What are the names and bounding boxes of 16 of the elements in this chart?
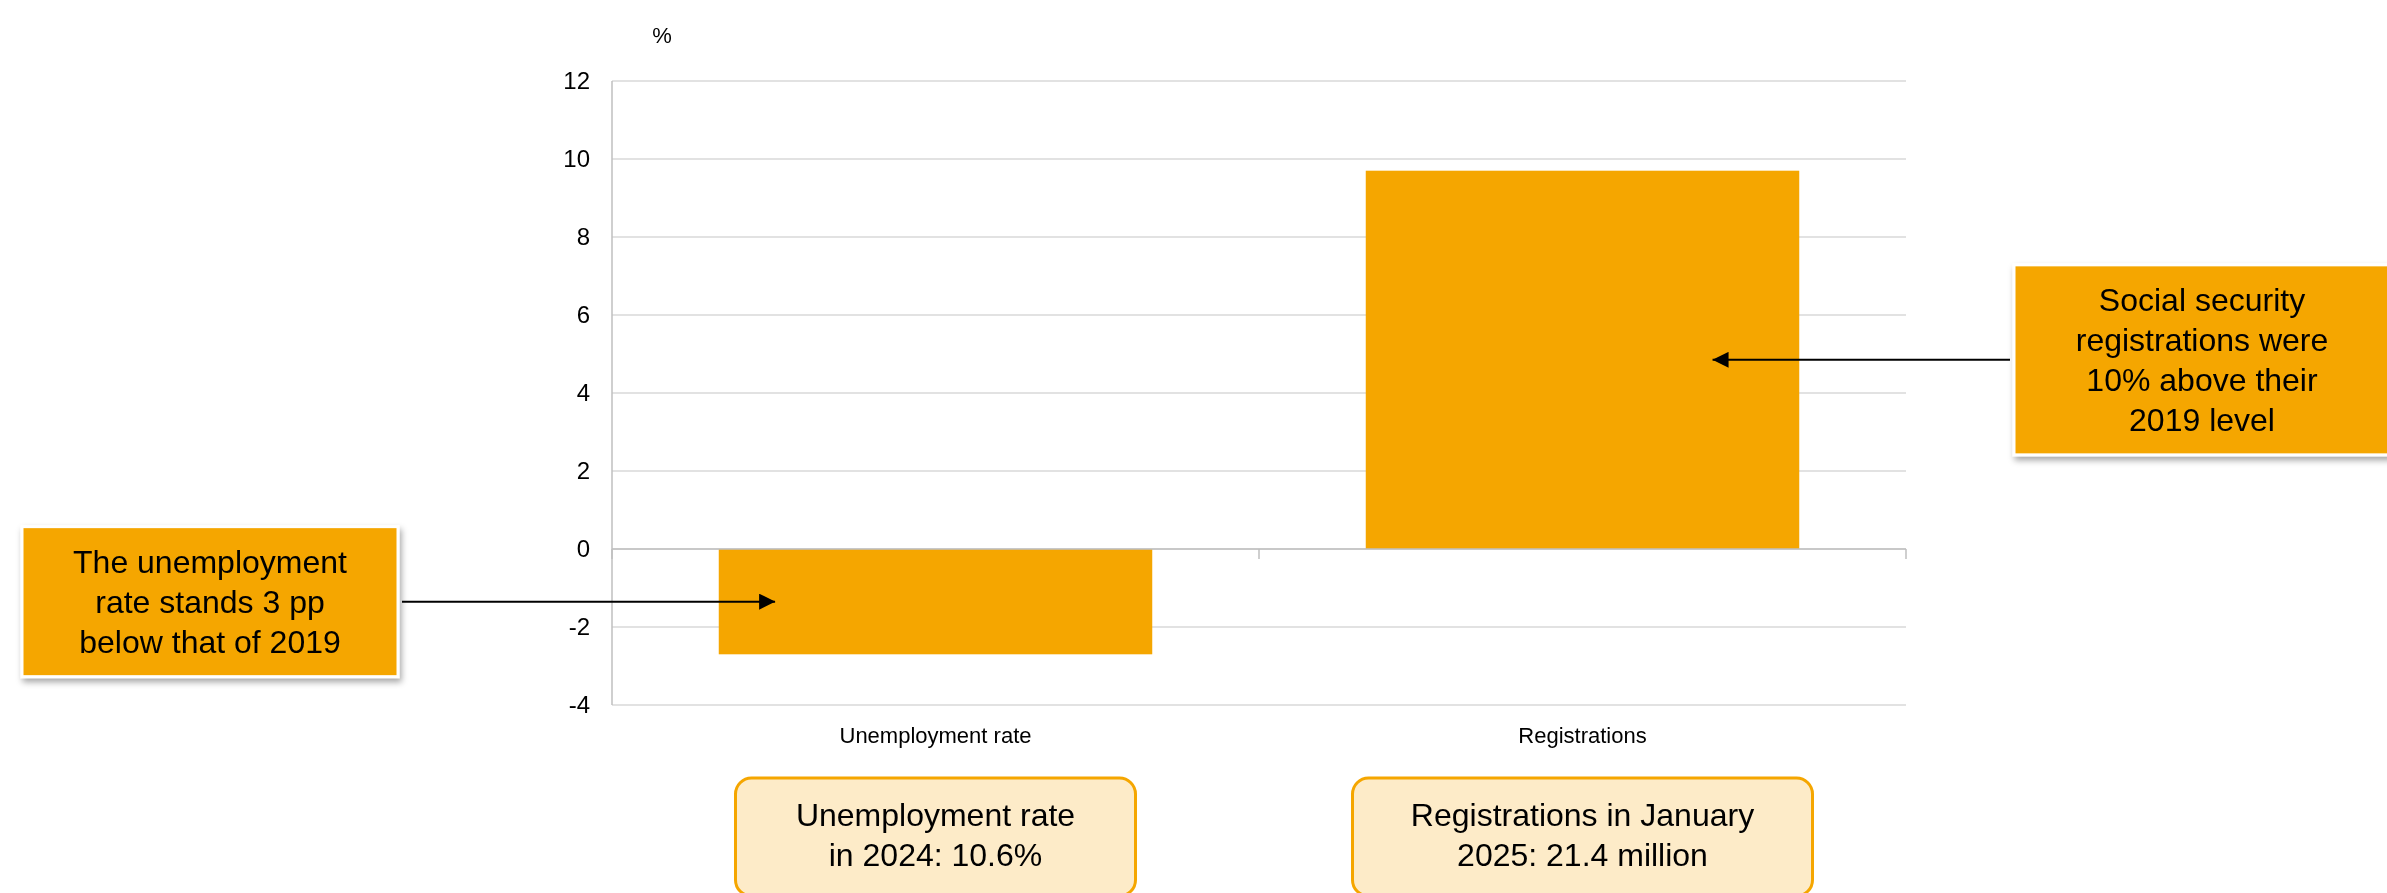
text: Registrations in January 2025: 21.4 million: [1410, 797, 1755, 873]
y-tick-label: 6: [576, 301, 590, 329]
y-tick-label: 2: [576, 457, 590, 485]
text: Social security registrations were 10% above their 2019 level: [2075, 281, 2329, 438]
y-tick-label: 12: [563, 67, 590, 95]
y-tick-label: 8: [576, 223, 590, 251]
y-tick-label: 10: [563, 145, 590, 173]
y-axis-title: %: [652, 23, 672, 48]
y-tick-label: -2: [568, 613, 590, 641]
y-tick-label: -4: [568, 691, 590, 719]
text: Unemployment rate in 2024: 10.6%: [795, 797, 1076, 873]
text: The unemployment rate stands 3 pp below that of 2019: [73, 543, 348, 660]
y-tick-label: 0: [576, 535, 590, 563]
x-tick-label: Registrations: [1518, 723, 1647, 748]
y-tick-label: 4: [576, 379, 590, 407]
x-tick-label: Unemployment rate: [839, 723, 1032, 748]
